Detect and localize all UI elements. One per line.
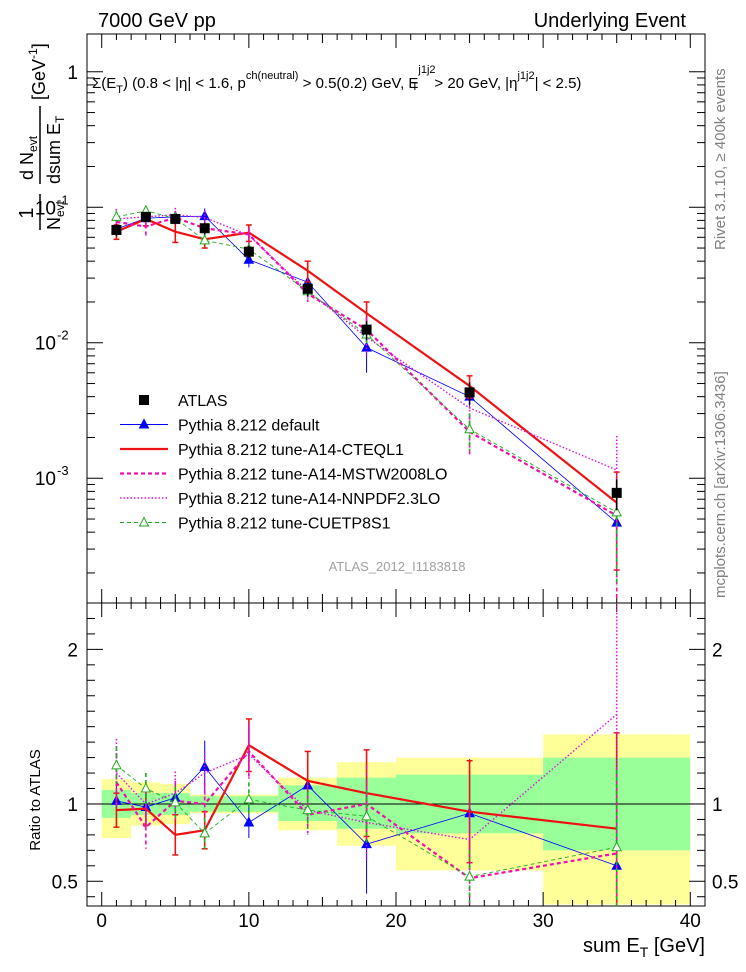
y-tick-exponent: -1 [57, 192, 69, 207]
legend-marker-cuetp8s1 [138, 516, 150, 527]
y-tick-exponent: -2 [57, 328, 69, 343]
marker-default [361, 838, 372, 849]
x-tick-label: 20 [385, 911, 406, 932]
ytitle-one: 1 [16, 207, 38, 218]
marker-data [243, 246, 254, 257]
x-tick-label: 0 [96, 911, 107, 932]
ytitle-dsum: dsum ET [44, 115, 67, 184]
marker-cuetp8s1 [611, 506, 623, 517]
ytitle-dn: d Nevt [17, 135, 40, 180]
sel-part-6: T [412, 81, 419, 93]
x-tick-label: 30 [533, 911, 554, 932]
analysis-id-label: ATLAS_2012_I1183818 [329, 559, 466, 574]
ratio-y-axis-title: Ratio to ATLAS [27, 749, 44, 850]
y-tick-label: 10 [35, 198, 56, 219]
legend-label-mstw: Pythia 8.212 tune-A14-MSTW2008LO [178, 467, 447, 484]
marker-data [302, 283, 313, 294]
sel-part-5: j1j2 [417, 64, 435, 76]
marker-data [170, 213, 181, 224]
marker-default [243, 816, 255, 827]
legend-label-cteql1: Pythia 8.212 tune-A14-CTEQL1 [178, 442, 404, 459]
y-tick-label: 10 [35, 334, 56, 355]
rivet-version-label: Rivet 3.1.10, ≥ 400k events [712, 68, 729, 250]
sel-part-4: > 0.5(0.2) GeV, E [298, 75, 418, 92]
sel-part-2: ) (0.8 < |η| < 1.6, p [123, 75, 246, 92]
marker-data [199, 223, 210, 234]
ratio-y-tick-label: 1 [67, 795, 78, 816]
marker-cuetp8s1 [111, 210, 122, 221]
ratio-y-tick-label-right: 2 [712, 640, 723, 661]
marker-data [361, 324, 372, 335]
ratio-y-tick-label: 0.5 [52, 872, 78, 893]
legend-marker-data [139, 395, 149, 405]
ytitle-nevt: Nevt [44, 200, 67, 230]
y-tick-exponent: -3 [57, 463, 69, 478]
legend-label-nnpdf: Pythia 8.212 tune-A14-NNPDF2.3LO [178, 491, 440, 508]
marker-data [611, 487, 622, 498]
legend-label-default: Pythia 8.212 default [178, 418, 320, 435]
header-right: Underlying Event [534, 10, 687, 32]
ratio-panel-series [111, 603, 623, 906]
x-tick-label: 40 [680, 911, 701, 932]
ratio-y-tick-label-right: 0.5 [712, 872, 738, 893]
series-line-mstw [115, 749, 617, 880]
y-tick-label: 10 [35, 469, 56, 490]
marker-cuetp8s1 [361, 810, 372, 821]
selection-label: Σ(ET) (0.8 < |η| < 1.6, pch(neutral) > 0… [92, 64, 581, 96]
ratio-y-tick-label: 2 [67, 640, 78, 661]
ratio-y-tick-label-right: 1 [712, 795, 723, 816]
series-line-nnpdf [115, 713, 618, 841]
sel-part-3: ch(neutral) [246, 70, 299, 82]
header-left: 7000 GeV pp [98, 10, 216, 32]
y-tick-label: 1 [67, 63, 78, 84]
ytitle-unit: [GeV-1] [26, 43, 49, 100]
marker-data [464, 387, 475, 398]
ratio-uncertainty-bands [101, 734, 691, 905]
marker-cuetp8s1 [140, 782, 152, 793]
top-panel-series [111, 204, 623, 599]
marker-cuetp8s1 [611, 841, 623, 852]
legend-label-data: ATLAS [178, 393, 228, 410]
sel-part-7: > 20 GeV, |η [430, 75, 517, 92]
marker-cuetp8s1 [464, 423, 475, 434]
legend: ATLAS Pythia 8.212 default Pythia 8.212 tu… [120, 393, 447, 533]
series-line-nnpdf [116, 214, 617, 471]
marker-cuetp8s1 [199, 827, 211, 838]
sel-part-8: j1j2 [516, 70, 534, 82]
marker-data [140, 211, 151, 222]
top-y-axis-title: 1 Nevt d Nevt dsum ET [GeV-1] [16, 43, 67, 230]
marker-default [243, 253, 255, 264]
marker-cuetp8s1 [199, 234, 211, 245]
marker-cuetp8s1 [243, 793, 255, 804]
mcplots-reference-label: mcplots.cern.ch [arXiv:1306.3436] [712, 371, 729, 598]
legend-marker-default [138, 418, 150, 429]
x-tick-label: 10 [238, 911, 259, 932]
marker-cuetp8s1 [464, 870, 475, 881]
sel-part-0: Σ(E [92, 75, 116, 92]
marker-cuetp8s1 [111, 759, 122, 770]
sel-part-9: | < 2.5) [535, 75, 582, 92]
legend-label-cuetp8s1: Pythia 8.212 tune-CUETP8S1 [178, 516, 391, 533]
marker-cuetp8s1 [302, 804, 314, 815]
x-axis-title: sum ET [GeV] [583, 935, 705, 960]
marker-cuetp8s1 [169, 796, 181, 807]
sel-part-1: T [116, 84, 123, 96]
marker-data [111, 224, 122, 235]
